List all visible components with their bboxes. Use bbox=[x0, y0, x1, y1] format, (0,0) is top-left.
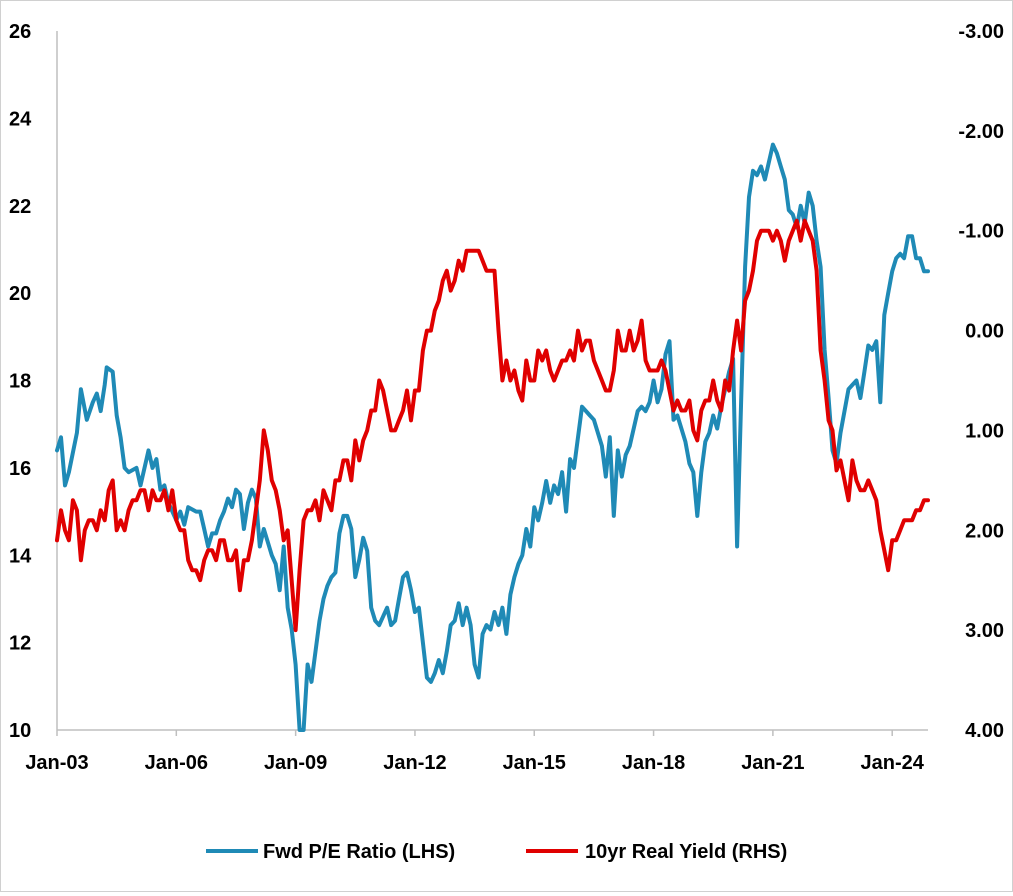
y-right-tick-label: -1.00 bbox=[958, 221, 1004, 243]
x-tick-label: Jan-09 bbox=[264, 752, 327, 774]
x-tick-label: Jan-12 bbox=[383, 752, 446, 774]
y-left-tick-label: 10 bbox=[9, 720, 31, 742]
y-right-tick-label: 1.00 bbox=[965, 420, 1004, 442]
legend-label: Fwd P/E Ratio (LHS) bbox=[263, 841, 455, 863]
x-tick-label: Jan-06 bbox=[145, 752, 208, 774]
y-left-tick-label: 14 bbox=[9, 545, 32, 567]
series-layer bbox=[55, 142, 930, 732]
y-right-tick-label: 0.00 bbox=[965, 321, 1004, 343]
y-right-tick-label: -2.00 bbox=[958, 121, 1004, 143]
x-tick-label: Jan-21 bbox=[741, 752, 804, 774]
y-left-tick-label: 18 bbox=[9, 371, 31, 393]
x-tick-label: Jan-15 bbox=[503, 752, 566, 774]
y-left-tick-label: 22 bbox=[9, 196, 31, 218]
series-line-fwd-pe bbox=[55, 142, 930, 732]
y-right-tick-label: 4.00 bbox=[965, 720, 1004, 742]
y-left-tick-label: 24 bbox=[9, 108, 32, 130]
legend: Fwd P/E Ratio (LHS) 10yr Real Yield (RHS) bbox=[206, 841, 787, 863]
y-left-tick-label: 16 bbox=[9, 458, 31, 480]
y-left-tick-label: 26 bbox=[9, 21, 31, 43]
y-right-tick-label: 2.00 bbox=[965, 520, 1004, 542]
y-right-tick-label: -3.00 bbox=[958, 21, 1004, 43]
x-tick-label: Jan-18 bbox=[622, 752, 685, 774]
x-tick-label: Jan-24 bbox=[861, 752, 925, 774]
series-line-real-yield bbox=[55, 218, 930, 633]
axes-layer: Jan-03 Jan-06 Jan-09 Jan-12 Jan-15 Jan-18 Jan-… bbox=[9, 21, 1004, 774]
legend-label: 10yr Real Yield (RHS) bbox=[585, 841, 787, 863]
y-left-tick-label: 20 bbox=[9, 283, 31, 305]
x-tick-label: Jan-03 bbox=[25, 752, 88, 774]
y-left-tick-label: 12 bbox=[9, 633, 31, 655]
y-right-tick-label: 3.00 bbox=[965, 620, 1004, 642]
